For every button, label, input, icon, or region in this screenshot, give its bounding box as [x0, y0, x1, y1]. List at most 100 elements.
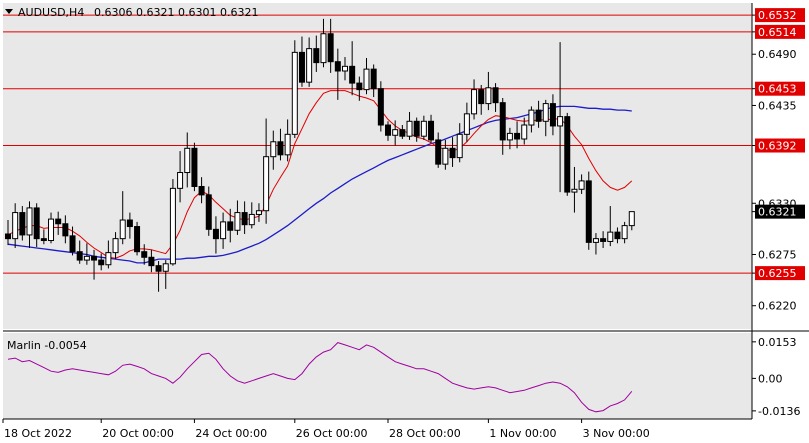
candle [40, 229, 47, 245]
candle [341, 57, 348, 81]
candle [478, 84, 485, 115]
candle-body [578, 180, 585, 190]
candle-body [600, 238, 607, 242]
candle [356, 76, 363, 101]
candle-body [442, 147, 449, 165]
candle-body [614, 231, 621, 240]
candle [600, 231, 607, 248]
candle [363, 57, 370, 95]
candle [399, 125, 406, 139]
candle [270, 130, 277, 170]
price-axis-labels: 0.6532 0.6514 0.6490 0.6453 0.6435 0.6392 0.63… [752, 8, 805, 313]
candle-body [499, 102, 506, 141]
candle-body [478, 89, 485, 105]
candle [291, 40, 298, 139]
candle [134, 221, 141, 256]
candle [212, 216, 219, 254]
candle [119, 191, 126, 245]
candle-body [571, 188, 578, 193]
candle-body [320, 33, 327, 64]
symbol-timeframe: AUDUSD,H4 [18, 6, 84, 19]
candle [98, 253, 105, 271]
price-tick-label: 0.6392 [758, 140, 797, 153]
candle [313, 35, 320, 72]
candle [471, 79, 478, 120]
indicator-plot-area[interactable] [3, 333, 752, 419]
candle-body [349, 65, 356, 84]
candle [191, 142, 198, 192]
candle-body [26, 207, 33, 236]
candle [26, 201, 33, 248]
candle-body [399, 129, 406, 137]
time-tick-label: 18 Oct 2022 [4, 427, 72, 440]
candle-body [306, 48, 313, 83]
candle [535, 100, 542, 128]
candle-body [191, 147, 198, 187]
candle [126, 212, 133, 239]
candle-body [377, 88, 384, 126]
candle [449, 137, 456, 167]
candle-body [506, 132, 513, 141]
candle-body [162, 263, 169, 272]
time-tick-label: 3 Nov 00:00 [583, 427, 650, 440]
candle [169, 179, 176, 266]
candle-body [327, 33, 334, 63]
indicator-label: Marlin -0.0054 [7, 339, 87, 352]
candle-body [91, 255, 98, 261]
candle-body [456, 133, 463, 159]
candle [514, 121, 521, 149]
ohlc-values: 0.6306 0.6321 0.6301 0.6321 [94, 6, 258, 19]
candle-body [241, 212, 248, 226]
last-price-badge [755, 204, 805, 219]
candle [370, 64, 377, 98]
candle [248, 202, 255, 229]
candle [284, 119, 291, 162]
candle [334, 48, 341, 100]
candle-body [177, 172, 184, 189]
candle-body [98, 259, 105, 266]
candle-body [557, 116, 564, 127]
candle [141, 244, 148, 265]
candle-body [592, 238, 599, 243]
candle-body [528, 109, 535, 126]
candle [607, 206, 614, 247]
time-tick-label: 28 Oct 00:00 [389, 427, 461, 440]
candle [585, 171, 592, 250]
time-tick-label: 1 Nov 00:00 [489, 427, 556, 440]
candle [177, 151, 184, 203]
level-price-badge [755, 266, 805, 281]
candle-body [234, 212, 241, 231]
candle [48, 212, 55, 244]
candle [614, 227, 621, 244]
time-tick-label: 20 Oct 00:00 [102, 427, 174, 440]
candle [155, 261, 162, 292]
candle-body [69, 235, 76, 253]
candle-body [12, 212, 19, 240]
candle [112, 232, 119, 260]
level-price-badge [755, 24, 805, 39]
candle-body [227, 221, 234, 231]
candle-body [263, 156, 270, 212]
candle-body [155, 265, 162, 272]
candle-body [105, 252, 112, 266]
osc-tick-label: -0.0136 [758, 405, 800, 418]
candle [592, 233, 599, 255]
candle-body [521, 124, 528, 140]
candle [349, 41, 356, 96]
candle [492, 83, 499, 112]
candle [506, 127, 513, 150]
candle [298, 36, 305, 87]
candle-body [298, 51, 305, 83]
candle-body [220, 221, 227, 240]
candle [542, 99, 549, 137]
candle-body [542, 103, 549, 122]
slow-moving-average-line [7, 105, 632, 264]
candle [621, 221, 628, 244]
candle-body [463, 113, 470, 135]
chart-menu-triangle-icon[interactable] [5, 9, 13, 14]
price-tick-label: 0.6321 [758, 206, 797, 219]
candle-body [83, 255, 90, 261]
support-resistance-levels [3, 14, 752, 274]
candle [76, 240, 83, 264]
